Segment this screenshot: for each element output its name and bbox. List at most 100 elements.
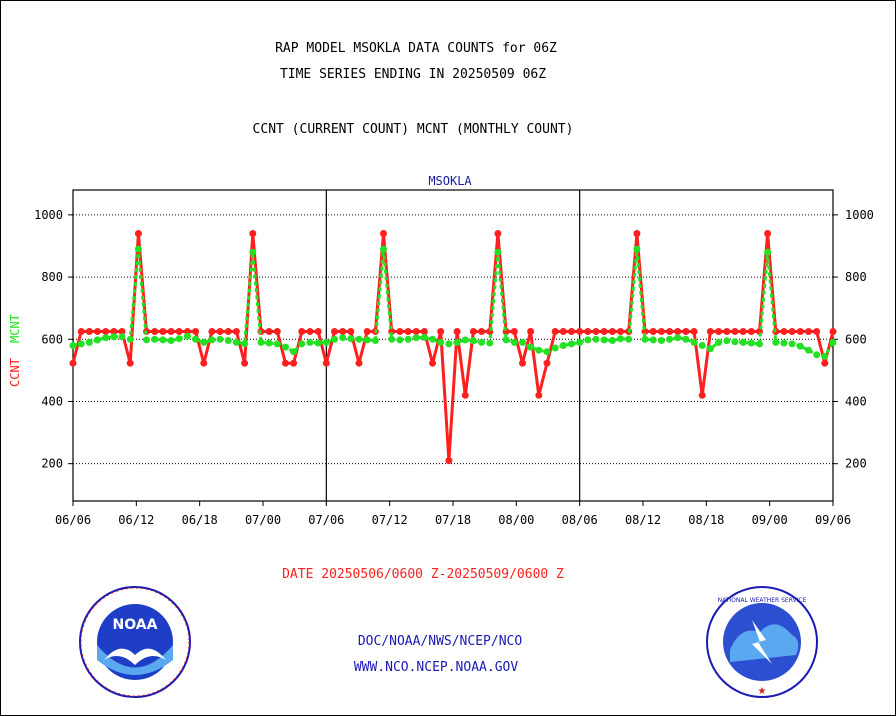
series-point-mcnt	[77, 340, 85, 348]
series-point-mcnt	[600, 336, 608, 344]
series-point-mcnt	[126, 335, 134, 343]
series-point-mcnt	[371, 337, 379, 344]
series-point-mcnt	[576, 338, 584, 346]
series-point-mcnt	[829, 338, 837, 346]
series-point-mcnt	[747, 339, 755, 347]
series-point-mcnt	[494, 248, 502, 256]
plot-area: 200 200 400 400 600 600 800 800 1000 1000 06/06 06/…	[34, 189, 874, 527]
series-point-mcnt	[592, 335, 600, 343]
series-point-mcnt	[486, 339, 494, 347]
series-point-mcnt	[715, 338, 723, 346]
series-point-mcnt	[94, 336, 101, 344]
x-tick-label: 07/06	[308, 513, 344, 527]
series-point-ccnt	[764, 230, 772, 237]
series-point-ccnt	[404, 328, 412, 335]
series-point-ccnt	[380, 230, 387, 237]
series-point-ccnt	[216, 328, 224, 335]
series-point-mcnt	[568, 340, 575, 348]
series-point-ccnt	[494, 230, 502, 237]
series-point-ccnt	[690, 328, 698, 335]
series-point-ccnt	[331, 328, 338, 335]
series-point-mcnt	[208, 336, 216, 344]
x-tick-label: 09/06	[815, 513, 851, 527]
series-point-ccnt	[290, 359, 298, 367]
series-point-mcnt	[510, 338, 518, 346]
series-point-mcnt	[805, 346, 812, 354]
nws-logo-text: NATIONAL WEATHER SERVICE	[718, 597, 807, 604]
noaa-logo: NOAA	[79, 586, 191, 698]
nws-star-icon: ★	[758, 686, 767, 697]
series-point-mcnt	[175, 335, 183, 343]
ylabel-ccnt: CCNT	[8, 358, 22, 387]
series-point-ccnt	[780, 328, 788, 335]
date-range: DATE 20250506/0600 Z-20250509/0600 Z	[282, 567, 564, 582]
series-point-mcnt	[551, 344, 559, 352]
series-point-mcnt	[813, 351, 821, 359]
series-point-mcnt	[200, 338, 208, 346]
series-point-ccnt	[527, 328, 535, 335]
series-point-ccnt	[265, 328, 273, 335]
series-point-mcnt	[69, 342, 77, 349]
org-line: DOC/NOAA/NWS/NCEP/NCO	[358, 634, 523, 649]
series-point-mcnt	[657, 337, 665, 344]
series-point-ccnt	[592, 328, 600, 335]
series-point-ccnt	[617, 328, 624, 335]
series-point-ccnt	[126, 359, 134, 367]
x-tick-label: 06/18	[182, 513, 218, 527]
x-tick-label: 06/12	[118, 513, 154, 527]
series-point-mcnt	[290, 348, 298, 356]
series-point-mcnt	[134, 245, 142, 253]
series-point-mcnt	[143, 336, 150, 344]
series-point-ccnt	[445, 457, 453, 465]
series-point-mcnt	[273, 340, 281, 348]
series-point-ccnt	[698, 391, 706, 399]
series-point-mcnt	[625, 335, 633, 343]
series-point-ccnt	[200, 359, 208, 367]
series-point-ccnt	[175, 328, 183, 335]
series-point-ccnt	[429, 359, 437, 367]
title-line-2: TIME SERIES ENDING IN 20250509 06Z	[280, 67, 546, 82]
x-tick-label: 08/00	[498, 513, 534, 527]
series-point-mcnt	[469, 337, 477, 345]
url-line: WWW.NCO.NCEP.NOAA.GOV	[354, 660, 519, 675]
series-point-mcnt	[257, 338, 265, 346]
y-tick-label-left: 200	[41, 457, 63, 471]
x-tick-label: 07/00	[245, 513, 281, 527]
series-point-mcnt	[224, 337, 232, 344]
series-point-mcnt	[306, 338, 314, 346]
x-tick-label: 08/12	[625, 513, 661, 527]
series-point-mcnt	[167, 337, 175, 344]
series-point-mcnt	[396, 336, 404, 344]
series-point-mcnt	[731, 338, 739, 346]
series-point-ccnt	[396, 328, 404, 335]
series-point-mcnt	[666, 335, 674, 343]
series-point-ccnt	[94, 328, 101, 335]
series-point-ccnt	[543, 359, 551, 367]
noaa-logo-text: NOAA	[113, 617, 158, 633]
series-point-mcnt	[404, 335, 412, 343]
series-point-ccnt	[273, 328, 281, 335]
panel-label: MSOKLA	[428, 174, 472, 188]
series-point-mcnt	[723, 337, 731, 345]
series-point-ccnt	[232, 328, 240, 335]
series-point-ccnt	[69, 359, 77, 367]
series-point-mcnt	[445, 340, 453, 348]
series-point-mcnt	[559, 342, 567, 349]
series-point-mcnt	[355, 335, 363, 343]
y-tick-label-right: 800	[845, 270, 867, 284]
x-tick-label: 09/00	[752, 513, 788, 527]
series-point-ccnt	[551, 328, 559, 335]
series-point-ccnt	[813, 328, 821, 335]
series-point-ccnt	[829, 328, 837, 335]
series-point-ccnt	[747, 328, 755, 335]
series-point-mcnt	[265, 339, 273, 347]
series-point-ccnt	[478, 328, 486, 335]
series-point-ccnt	[796, 328, 804, 335]
series-point-mcnt	[617, 335, 624, 343]
y-tick-label-right: 400	[845, 394, 867, 408]
series-point-mcnt	[682, 335, 690, 343]
series-point-mcnt	[461, 336, 469, 344]
series-point-ccnt	[682, 328, 690, 335]
series-point-mcnt	[519, 338, 526, 346]
series-point-ccnt	[322, 359, 330, 367]
